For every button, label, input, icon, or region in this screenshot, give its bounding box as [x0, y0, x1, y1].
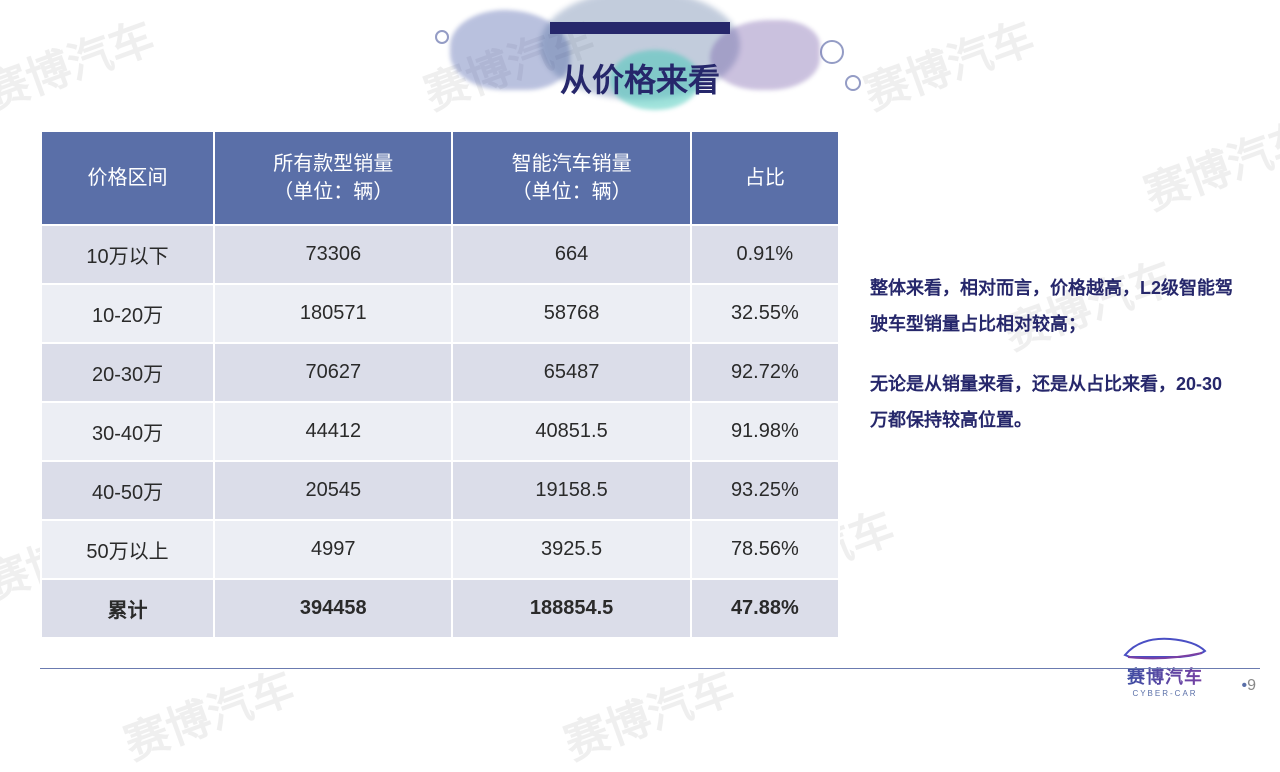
table-cell: 180571 [214, 284, 452, 343]
page-number: •9 [1241, 677, 1256, 695]
analysis-text: 整体来看，相对而言，价格越高，L2级智能驾驶车型销量占比相对较高； 无论是从销量… [870, 130, 1240, 660]
footer-divider: •9 [40, 668, 1260, 708]
table-cell: 40-50万 [41, 461, 214, 520]
table-cell: 92.72% [691, 343, 839, 402]
table-cell: 44412 [214, 402, 452, 461]
analysis-paragraph: 整体来看，相对而言，价格越高，L2级智能驾驶车型销量占比相对较高； [870, 270, 1240, 342]
table-row: 10万以下733066640.91% [41, 225, 839, 284]
price-table: 价格区间 所有款型销量 （单位：辆） 智能汽车销量 （单位：辆） 占比 10万以… [40, 130, 840, 660]
table-cell: 4997 [214, 520, 452, 579]
page-title: 从价格来看 [0, 55, 1280, 101]
table-cell: 47.88% [691, 579, 839, 638]
table-cell: 58768 [452, 284, 690, 343]
col-header: 智能汽车销量 （单位：辆） [452, 131, 690, 225]
table-cell: 40851.5 [452, 402, 690, 461]
table-row: 40-50万2054519158.593.25% [41, 461, 839, 520]
table-cell: 0.91% [691, 225, 839, 284]
table-cell: 累计 [41, 579, 214, 638]
table-cell: 10-20万 [41, 284, 214, 343]
table-cell: 10万以下 [41, 225, 214, 284]
table-cell: 20-30万 [41, 343, 214, 402]
table-cell: 19158.5 [452, 461, 690, 520]
table-cell: 73306 [214, 225, 452, 284]
table-cell: 3925.5 [452, 520, 690, 579]
table-cell: 188854.5 [452, 579, 690, 638]
table-cell: 91.98% [691, 402, 839, 461]
table-cell: 20545 [214, 461, 452, 520]
table-row: 20-30万706276548792.72% [41, 343, 839, 402]
table-cell: 32.55% [691, 284, 839, 343]
table-cell: 664 [452, 225, 690, 284]
table-cell: 30-40万 [41, 402, 214, 461]
table-cell: 394458 [214, 579, 452, 638]
table-row: 累计394458188854.547.88% [41, 579, 839, 638]
table-row: 50万以上49973925.578.56% [41, 520, 839, 579]
table-cell: 65487 [452, 343, 690, 402]
col-header: 占比 [691, 131, 839, 225]
analysis-paragraph: 无论是从销量来看，还是从占比来看，20-30万都保持较高位置。 [870, 366, 1240, 438]
table-cell: 93.25% [691, 461, 839, 520]
table-row: 30-40万4441240851.591.98% [41, 402, 839, 461]
table-row: 10-20万1805715876832.55% [41, 284, 839, 343]
table-cell: 70627 [214, 343, 452, 402]
col-header: 价格区间 [41, 131, 214, 225]
table-cell: 50万以上 [41, 520, 214, 579]
table-cell: 78.56% [691, 520, 839, 579]
title-bar-icon [550, 22, 730, 34]
col-header: 所有款型销量 （单位：辆） [214, 131, 452, 225]
